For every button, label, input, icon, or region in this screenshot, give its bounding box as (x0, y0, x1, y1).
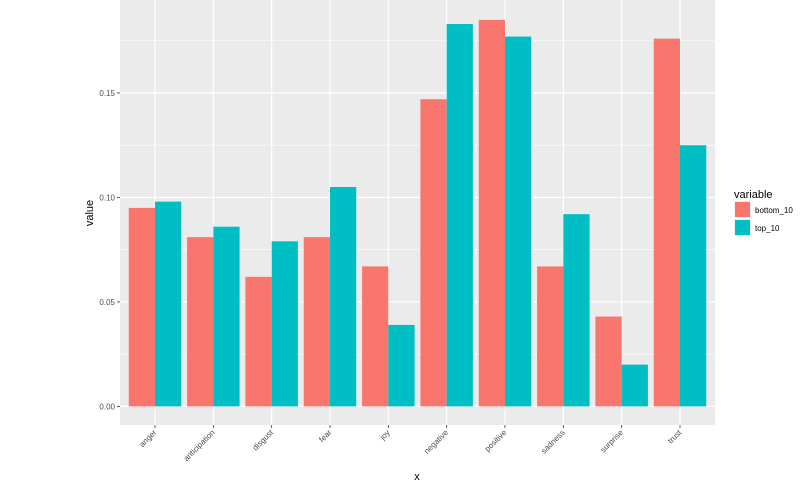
bar-bottom_10-anger (128, 207, 155, 407)
x-tick-label: anger (138, 428, 159, 449)
legend-label-bottom_10: bottom_10 (755, 206, 793, 215)
x-tick-label: fear (317, 428, 333, 444)
x-axis: anger anticipation disgust fear joy negative p… (138, 425, 684, 463)
legend: variable bottom_10 top_10 (734, 189, 793, 236)
bar-top_10-joy (388, 324, 415, 407)
x-tick-label: anticipation (182, 428, 217, 463)
x-tick-label: trust (666, 428, 684, 446)
bar-bottom_10-negative (420, 99, 447, 407)
bar-top_10-disgust (271, 241, 298, 407)
y-axis: 0.00 0.05 0.10 0.15 (99, 89, 120, 411)
y-tick-label: 0.00 (99, 402, 115, 411)
bar-top_10-surprise (621, 364, 648, 407)
y-axis-title: value (84, 200, 96, 226)
legend-title: variable (734, 189, 773, 201)
legend-swatch-bottom_10 (735, 202, 750, 217)
x-tick-label: disgust (251, 428, 276, 453)
legend-swatch-top_10 (735, 220, 750, 235)
x-tick-label: surprise (599, 428, 626, 455)
bars (128, 19, 707, 407)
x-tick-label: positive (483, 428, 509, 454)
bar-bottom_10-positive (478, 19, 505, 407)
y-tick-label: 0.15 (99, 89, 115, 98)
y-tick-label: 0.05 (99, 298, 115, 307)
y-tick-label: 0.10 (99, 193, 115, 202)
bar-top_10-anger (155, 201, 182, 407)
bar-bottom_10-trust (653, 38, 680, 407)
x-tick-label: negative (422, 428, 450, 456)
x-tick-label: joy (377, 428, 391, 442)
x-tick-label: sadness (539, 428, 566, 455)
bar-top_10-positive (505, 36, 532, 407)
bar-top_10-trust (680, 145, 707, 407)
bar-bottom_10-fear (303, 237, 330, 407)
x-axis-title: x (414, 471, 420, 480)
bar-top_10-anticipation (213, 226, 240, 407)
bar-bottom_10-anticipation (187, 237, 214, 407)
bar-top_10-fear (330, 187, 357, 407)
bar-bottom_10-sadness (537, 266, 564, 407)
bar-bottom_10-disgust (245, 276, 272, 407)
bar-top_10-negative (446, 24, 473, 407)
legend-label-top_10: top_10 (755, 224, 780, 233)
bar-bottom_10-joy (362, 266, 389, 407)
bar-bottom_10-surprise (595, 316, 622, 407)
bar-top_10-sadness (563, 214, 590, 407)
